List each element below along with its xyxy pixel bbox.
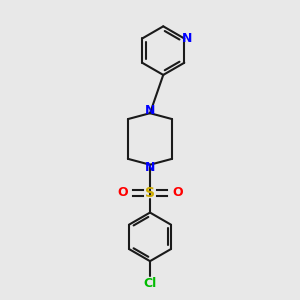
- Text: S: S: [145, 186, 155, 200]
- Text: N: N: [145, 161, 155, 174]
- Text: O: O: [118, 186, 128, 199]
- Text: N: N: [182, 32, 192, 45]
- Text: O: O: [172, 186, 182, 199]
- Text: N: N: [145, 104, 155, 117]
- Text: Cl: Cl: [143, 277, 157, 290]
